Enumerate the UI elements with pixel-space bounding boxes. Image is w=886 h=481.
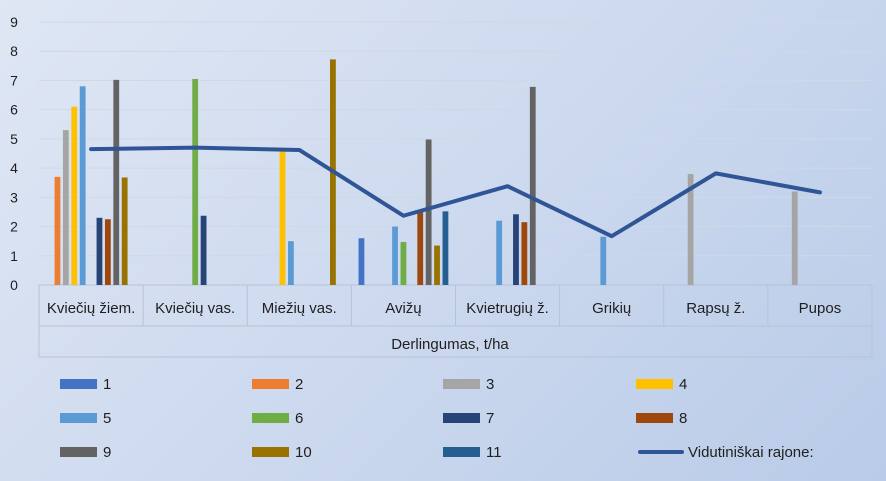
x-category-label-5: Grikių (592, 300, 631, 317)
x-category-label-0: Kviečių žiem. (47, 300, 135, 317)
x-category-label-3: Avižų (385, 300, 421, 317)
legend-swatch-8 (636, 413, 673, 423)
legend-swatch-10 (252, 447, 289, 457)
legend-label-8: 8 (679, 410, 687, 427)
legend-swatch-6 (252, 413, 289, 423)
bar-s5-c4 (496, 220, 503, 285)
bar-s9-c0 (113, 79, 120, 285)
legend-swatch-3 (443, 379, 480, 389)
bar-s4-c2 (279, 150, 286, 285)
x-category-label-7: Pupos (799, 300, 842, 317)
bar-s10-c3 (434, 245, 440, 285)
legend-swatch-11 (443, 447, 480, 457)
legend-label-11: 11 (486, 444, 502, 461)
bar-s2-c0 (54, 176, 61, 285)
bar-s4-c0 (71, 106, 78, 285)
x-axis-title: Derlingumas, t/ha (391, 336, 509, 353)
bar-s7-c4 (513, 214, 519, 285)
y-tick-label-7: 7 (10, 72, 18, 88)
x-category-label-6: Rapsų ž. (686, 300, 745, 317)
bar-s5-c5 (600, 236, 607, 285)
bar-s11-c3 (442, 211, 449, 285)
legend-label-9: 9 (103, 444, 111, 461)
y-tick-label-9: 9 (10, 14, 18, 30)
bar-s5-c0 (79, 86, 86, 286)
x-category-label-2: Miežių vas. (262, 300, 337, 317)
bar-s1-c3 (358, 238, 365, 285)
y-tick-label-2: 2 (10, 219, 18, 235)
y-tick-label-1: 1 (10, 248, 18, 264)
legend-label-2: 2 (295, 376, 303, 393)
y-tick-label-6: 6 (10, 102, 18, 118)
bar-s9-c4 (529, 86, 536, 285)
bar-s8-c4 (521, 222, 528, 285)
legend-swatch-4 (636, 379, 673, 389)
bar-s6-c1 (192, 78, 199, 285)
legend-label-10: 10 (295, 444, 312, 461)
y-tick-label-3: 3 (10, 189, 18, 205)
x-category-label-1: Kviečių vas. (155, 300, 235, 317)
bar-s8-c3 (417, 210, 424, 285)
bar-s7-c0 (96, 217, 103, 285)
legend-label-average: Vidutiniškai rajone: (688, 444, 814, 461)
x-category-label-4: Kvietrugių ž. (466, 300, 549, 317)
bar-s3-c0 (62, 130, 69, 285)
average-line (89, 145, 822, 239)
legend-swatch-1 (60, 379, 97, 389)
legend-swatch-9 (60, 447, 97, 457)
bar-s9-c3 (425, 139, 432, 285)
bar-s5-c2 (288, 241, 294, 285)
legend-label-6: 6 (295, 410, 303, 427)
bar-s5-c3 (392, 226, 398, 285)
legend-swatch-7 (443, 413, 480, 423)
y-tick-label-8: 8 (10, 43, 18, 59)
y-tick-label-4: 4 (10, 160, 18, 176)
legend-label-3: 3 (486, 376, 494, 393)
legend-label-5: 5 (103, 410, 111, 427)
legend-label-4: 4 (679, 376, 687, 393)
legend-label-7: 7 (486, 410, 494, 427)
bar-s7-c1 (200, 215, 207, 285)
legend-label-1: 1 (103, 376, 111, 393)
bar-s3-c6 (687, 173, 694, 285)
bar-s10-c0 (121, 177, 128, 285)
bar-s8-c0 (104, 219, 111, 285)
bar-s6-c3 (400, 242, 407, 285)
legend-swatch-5 (60, 413, 97, 423)
bar-s3-c7 (791, 191, 798, 285)
legend-swatch-2 (252, 379, 289, 389)
y-tick-label-0: 0 (10, 277, 18, 293)
y-tick-label-5: 5 (10, 131, 18, 147)
